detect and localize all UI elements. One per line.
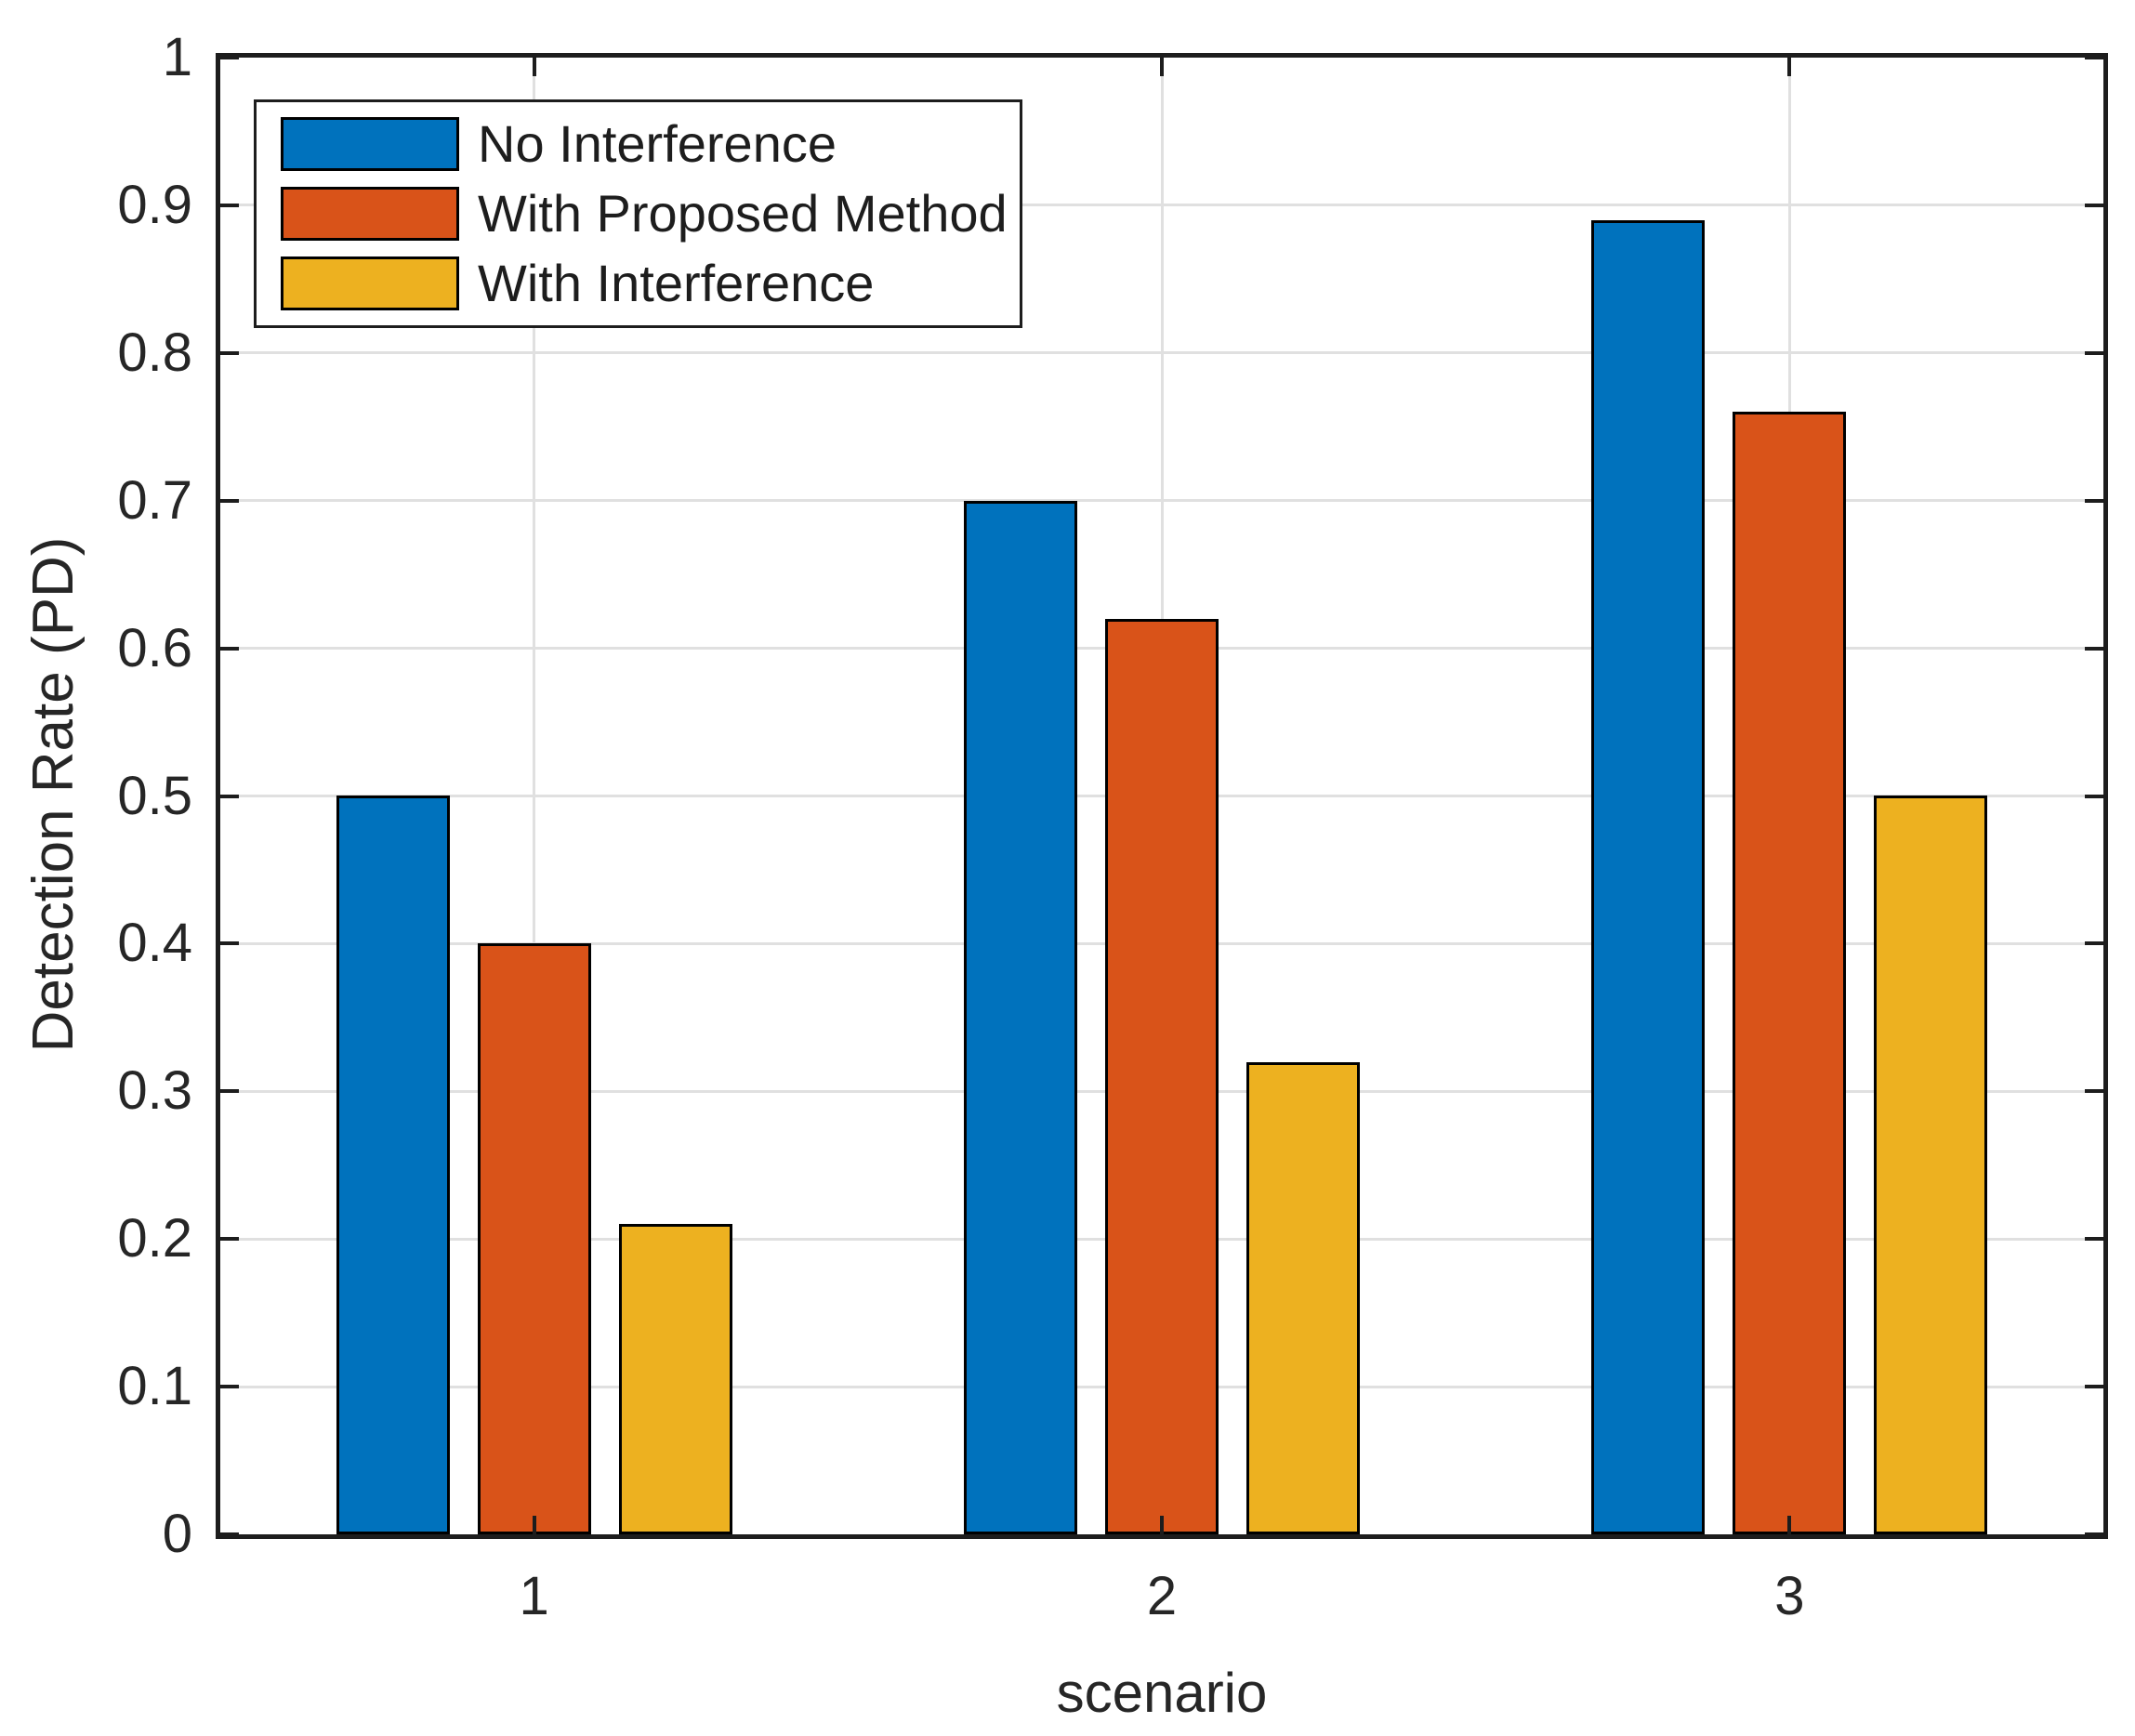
legend-item: With Proposed Method <box>281 186 1020 242</box>
legend-item-label: No Interference <box>478 114 837 173</box>
legend-item: With Interference <box>281 256 1020 311</box>
bar-with-proposed-method-scenario-3 <box>1733 412 1847 1534</box>
y-tick-mark-left <box>220 941 239 946</box>
y-tick-mark-right <box>2085 794 2103 798</box>
y-tick-label: 0.6 <box>117 617 192 678</box>
y-tick-mark-right <box>2085 350 2103 355</box>
y-tick-mark-right <box>2085 1532 2103 1536</box>
x-tick-label: 3 <box>1774 1566 1805 1626</box>
y-tick-mark-right <box>2085 1089 2103 1094</box>
x-tick-label: 1 <box>519 1566 549 1626</box>
x-tick-label: 2 <box>1146 1566 1178 1626</box>
y-tick-mark-left <box>220 1237 239 1242</box>
legend-item-label: With Interference <box>478 254 875 312</box>
y-tick-mark-left <box>220 350 239 355</box>
y-tick-mark-left <box>220 646 239 651</box>
bar-no-interference-scenario-1 <box>336 796 450 1534</box>
v-gridline <box>533 58 536 1534</box>
legend-item-label: With Proposed Method <box>478 184 1008 243</box>
y-tick-label: 0.8 <box>117 322 192 383</box>
legend-item: No Interference <box>281 116 1020 172</box>
y-tick-label: 0.9 <box>117 174 192 235</box>
y-tick-mark-left <box>220 1089 239 1094</box>
y-tick-mark-right <box>2085 498 2103 503</box>
bar-with-proposed-method-scenario-2 <box>1105 619 1219 1534</box>
y-tick-mark-left <box>220 498 239 503</box>
legend-swatch-icon <box>281 187 459 241</box>
bar-with-proposed-method-scenario-1 <box>477 943 591 1534</box>
x-tick-mark-bottom <box>1160 1516 1164 1534</box>
x-axis-label: scenario <box>1056 1662 1268 1724</box>
y-tick-label: 0.1 <box>117 1356 192 1417</box>
y-tick-mark-left <box>220 1385 239 1389</box>
y-tick-mark-left <box>220 203 239 207</box>
y-tick-mark-left <box>220 1532 239 1536</box>
y-tick-mark-right <box>2085 1385 2103 1389</box>
x-tick-mark-top <box>532 58 536 76</box>
bar-with-interference-scenario-1 <box>618 1224 732 1534</box>
y-tick-mark-right <box>2085 941 2103 946</box>
x-tick-mark-bottom <box>1787 1516 1792 1534</box>
bar-with-interference-scenario-2 <box>1246 1062 1360 1534</box>
plot-area: No Interference With Proposed Method With … <box>216 53 2108 1539</box>
legend: No Interference With Proposed Method With … <box>254 99 1022 328</box>
y-tick-mark-right <box>2085 1237 2103 1242</box>
x-tick-mark-top <box>1787 58 1792 76</box>
y-tick-label: 1 <box>162 27 192 87</box>
y-tick-label: 0.2 <box>117 1208 192 1269</box>
y-tick-label: 0.5 <box>117 765 192 826</box>
y-tick-label: 0.7 <box>117 469 192 531</box>
legend-swatch-icon <box>281 256 459 310</box>
y-tick-label: 0.4 <box>117 913 192 974</box>
bar-with-interference-scenario-3 <box>1874 796 1988 1534</box>
y-tick-mark-right <box>2085 646 2103 651</box>
y-tick-label: 0 <box>162 1504 192 1564</box>
x-tick-mark-top <box>1160 58 1164 76</box>
y-tick-mark-left <box>220 794 239 798</box>
bar-no-interference-scenario-3 <box>1591 220 1706 1534</box>
bar-no-interference-scenario-2 <box>964 501 1077 1534</box>
y-tick-label: 0.3 <box>117 1060 192 1122</box>
y-tick-mark-left <box>220 56 239 59</box>
y-tick-mark-right <box>2085 203 2103 207</box>
x-tick-mark-bottom <box>532 1516 536 1534</box>
legend-swatch-icon <box>281 117 459 171</box>
y-tick-mark-right <box>2085 56 2103 59</box>
